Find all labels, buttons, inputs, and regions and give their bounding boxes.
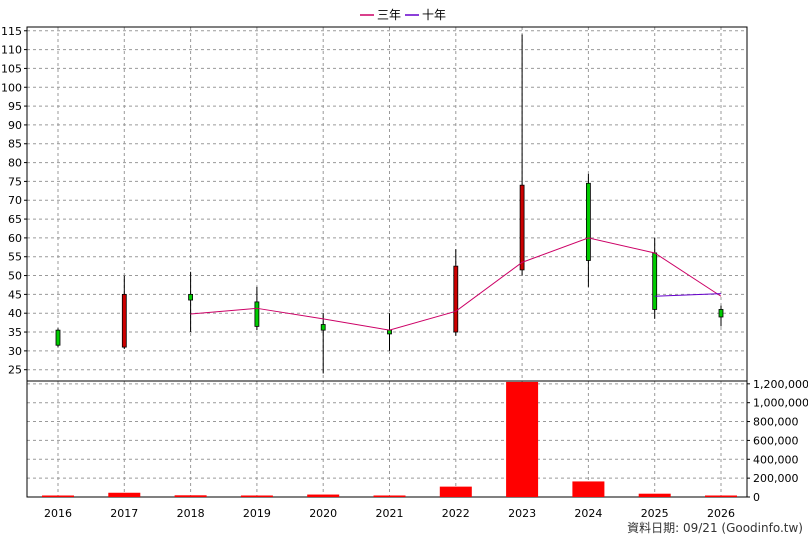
price-tick-label: 55 — [8, 251, 22, 264]
x-tick-label: 2024 — [574, 507, 602, 520]
price-tick-label: 50 — [8, 270, 22, 283]
price-tick-label: 70 — [8, 194, 22, 207]
price-tick-label: 100 — [1, 81, 22, 94]
price-tick-label: 105 — [1, 62, 22, 75]
candles — [55, 34, 724, 374]
candle-body — [254, 301, 260, 327]
legend: 三年 十年 — [360, 8, 446, 22]
volume-bar — [108, 492, 141, 497]
price-axis: 25 30 35 40 45 50 55 60 65 70 75 80 85 90 95 100 105 110 1… — [1, 25, 27, 377]
volume-bar — [240, 495, 273, 497]
volume-tick-label: 0 — [753, 491, 760, 504]
candle-body — [718, 309, 724, 318]
volume-bar — [307, 494, 340, 497]
candle-body — [586, 182, 591, 261]
price-tick-label: 115 — [1, 25, 22, 38]
price-tick-label: 45 — [8, 288, 22, 301]
legend-label-10y: 十年 — [422, 8, 446, 22]
volume-bar — [572, 481, 605, 497]
volume-bar — [174, 495, 207, 497]
volume-tick-label: 1,000,000 — [753, 397, 808, 410]
grid — [27, 27, 747, 497]
price-tick-label: 80 — [8, 157, 22, 170]
price-tick-label: 95 — [8, 100, 22, 113]
candle-body — [453, 265, 459, 333]
x-tick-label: 2018 — [177, 507, 205, 520]
x-tick-label: 2022 — [442, 507, 470, 520]
x-tick-label: 2016 — [44, 507, 72, 520]
volume-tick-label: 1,200,000 — [753, 378, 808, 391]
x-tick-label: 2020 — [309, 507, 337, 520]
price-tick-label: 40 — [8, 307, 22, 320]
price-tick-label: 25 — [8, 364, 22, 377]
footer-date: 資料日期: 09/21 (Goodinfo.tw) — [627, 521, 803, 535]
volume-tick-label: 400,000 — [753, 453, 799, 466]
legend-label-3y: 三年 — [377, 8, 401, 22]
price-tick-label: 60 — [8, 232, 22, 245]
volume-bar — [42, 495, 74, 497]
volume-axis: 0 200,000 400,000 600,000 800,000 1,000,000 1,… — [747, 378, 808, 504]
price-tick-label: 35 — [8, 326, 22, 339]
plot-frame — [26, 26, 748, 498]
x-tick-label: 2025 — [641, 507, 669, 520]
moving-average-lines — [190, 237, 722, 331]
candle-body — [188, 293, 194, 301]
x-axis: 2016 2017 2018 2019 2020 2021 2022 2023 2024 2025… — [44, 507, 735, 520]
price-tick-label: 30 — [8, 345, 22, 358]
volume-tick-label: 200,000 — [753, 472, 799, 485]
price-tick-label: 90 — [8, 119, 22, 132]
candle-body — [320, 324, 326, 331]
x-tick-label: 2021 — [376, 507, 404, 520]
price-tick-label: 85 — [8, 138, 22, 151]
price-tick-label: 65 — [8, 213, 22, 226]
candle-body — [519, 184, 525, 271]
candle-body — [121, 293, 127, 348]
volume-bar — [638, 493, 671, 497]
volume-bar — [439, 486, 472, 497]
x-tick-label: 2019 — [243, 507, 271, 520]
x-tick-label: 2017 — [110, 507, 138, 520]
x-tick-label: 2026 — [707, 507, 735, 520]
volume-bar — [506, 381, 539, 497]
series-line — [654, 293, 722, 297]
candle-body — [55, 329, 61, 346]
volume-tick-label: 600,000 — [753, 434, 799, 447]
volume-bar — [705, 495, 737, 497]
volume-tick-label: 800,000 — [753, 416, 799, 429]
volume-bar — [373, 495, 406, 497]
plot-border — [26, 26, 748, 498]
candle-body — [652, 252, 658, 310]
candle-body — [387, 329, 392, 335]
price-tick-label: 110 — [1, 44, 22, 57]
price-tick-label: 75 — [8, 175, 22, 188]
volume-bars — [42, 381, 737, 497]
series-line — [190, 237, 722, 331]
x-tick-label: 2023 — [508, 507, 536, 520]
